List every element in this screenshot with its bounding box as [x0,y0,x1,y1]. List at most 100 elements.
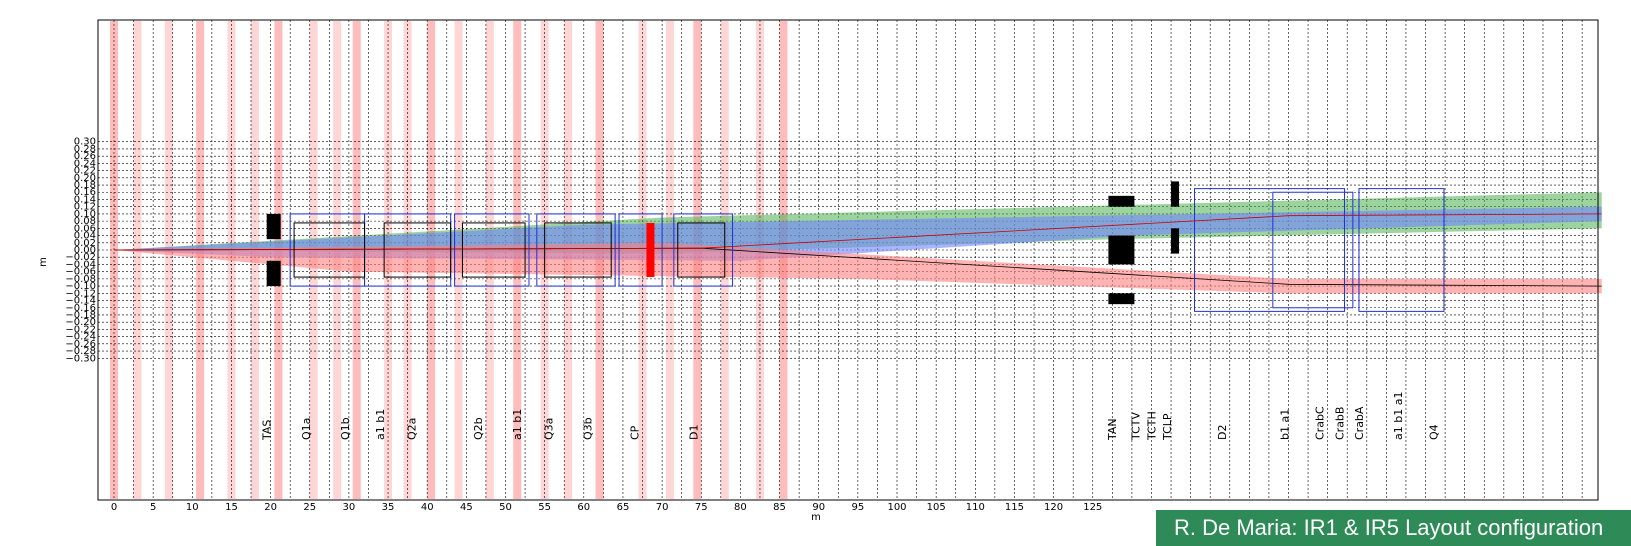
magnet-coil [544,222,612,278]
x-tick-label: 110 [966,502,985,513]
beam-center-upper [113,213,1602,251]
y-tick-label: 0.14 [74,194,96,205]
d2-frame [1272,191,1354,309]
y-tick-label: 0.08 [74,216,96,227]
element-labels: TAS Q1a Q1b a1 b1 Q2a Q2b a1 b1 Q3a Q3b CP D1 TAN TC… [261,392,1441,441]
y-tick-label: −0.28 [65,346,96,357]
x-tick-label: 0 [111,502,117,513]
x-tick-label: 25 [303,502,316,513]
x-tick-label: 5 [150,502,156,513]
x-tick-label: 10 [186,502,199,513]
element-label-q1b: Q1b [339,417,352,440]
element-label-q1a: Q1a [300,418,313,440]
y-tick-label: −0.16 [65,303,96,314]
y-tick-label: 0.26 [74,151,96,162]
y-tick-label: 0.22 [74,166,96,177]
element-label-tclp: TCLP [1161,413,1174,441]
x-tick-label: 20 [264,502,277,513]
x-axis-label: m [811,512,821,523]
x-tick-label: 85 [773,502,786,513]
x-tick-label: 100 [887,502,906,513]
x-tick-label: 55 [538,502,551,513]
y-tick-label: −0.20 [65,317,96,328]
caption-banner: R. De Maria: IR1 & IR5 Layout configurat… [1156,510,1631,546]
magnet-frame [536,213,616,287]
x-tick-label: 90 [812,502,825,513]
y-tick-label: −0.04 [65,259,96,270]
y-tick-label: −0.18 [65,310,96,321]
plot-frame [97,19,1599,501]
d2-frame [1194,188,1346,312]
element-label-a1b1-1: a1 b1 [374,409,387,440]
magnet-coil [293,222,366,278]
x-tick-label: 45 [460,502,473,513]
magnet-coil [461,222,526,278]
x-tick-label: 65 [617,502,630,513]
y-tick-label: 0.24 [74,158,96,169]
magnet-coil [677,222,726,278]
y-tick-label: −0.24 [65,332,96,343]
x-tick-label: 60 [577,502,590,513]
y-tick-label: 0.28 [74,144,96,155]
y-tick-label: 0.02 [74,238,96,249]
y-tick-label: −0.30 [65,353,96,364]
tclp-lower [1171,228,1180,254]
y-tick-label: −0.22 [65,324,96,335]
element-label-tcth: TCTH [1145,411,1158,441]
y-tick-label: 0.00 [74,245,96,256]
element-stripe [164,21,173,499]
x-tick-label: 80 [734,502,747,513]
magnet-outlines [266,181,1445,312]
x-tick-label: 115 [1005,502,1024,513]
y-tick-label: −0.10 [65,281,96,292]
x-tick-label: 105 [927,502,946,513]
element-label-b1a1: b1 a1 [1279,409,1292,440]
element-stripe [133,21,142,499]
element-label-d1: D1 [687,425,700,440]
tan-mid [1108,235,1135,265]
element-label-crabc: CrabC [1314,406,1327,440]
y-tick-label: 0.06 [74,223,96,234]
y-tick-label: 0.20 [74,173,96,184]
element-label-tas: TAS [261,420,274,441]
magnet-frame [454,213,530,287]
y-axis-ticks: 0.300.280.260.240.220.200.180.160.140.12… [65,137,96,365]
tan-upper [1108,195,1135,207]
element-label-a1b1a1: a1 b1 a1 [1392,392,1405,440]
y-tick-label: −0.08 [65,274,96,285]
element-label-q2a: Q2a [405,418,418,440]
y-tick-label: −0.12 [65,288,96,299]
element-stripe [196,21,205,499]
element-label-a1b1-2: a1 b1 [511,409,524,440]
element-label-tctv: TCTV [1130,412,1143,441]
magnet-frame [618,213,663,287]
x-tick-label: 70 [656,502,669,513]
element-label-d2: D2 [1216,425,1229,440]
x-tick-label: 95 [851,502,864,513]
y-tick-label: 0.30 [74,137,96,148]
x-tick-label: 50 [499,502,512,513]
x-tick-label: 75 [695,502,708,513]
tan-lower [1108,293,1135,305]
y-tick-label: 0.18 [74,180,96,191]
element-label-cp: CP [629,425,642,440]
tclp-upper [1171,181,1180,207]
crab-cavity-core [646,222,655,278]
tas-lower [266,260,281,287]
y-tick-label: 0.10 [74,209,96,220]
x-tick-label: 35 [382,502,395,513]
d2-frame [1358,188,1445,312]
y-tick-label: −0.06 [65,267,96,278]
element-label-q2b: Q2b [472,417,485,440]
element-label-q3a: Q3a [542,418,555,440]
x-axis-ticks: 0 5 10 15 20 25 30 35 40 45 50 55 60 65 70 75 80 85 90 95 10… [111,502,1102,513]
element-label-crabb: CrabB [1333,407,1346,440]
y-tick-label: −0.26 [65,339,96,350]
x-tick-label: 120 [1044,502,1063,513]
element-label-tan: TAN [1106,418,1119,441]
x-tick-label: 15 [225,502,238,513]
x-tick-label: 125 [1083,502,1102,513]
element-label-q3b: Q3b [582,417,595,440]
